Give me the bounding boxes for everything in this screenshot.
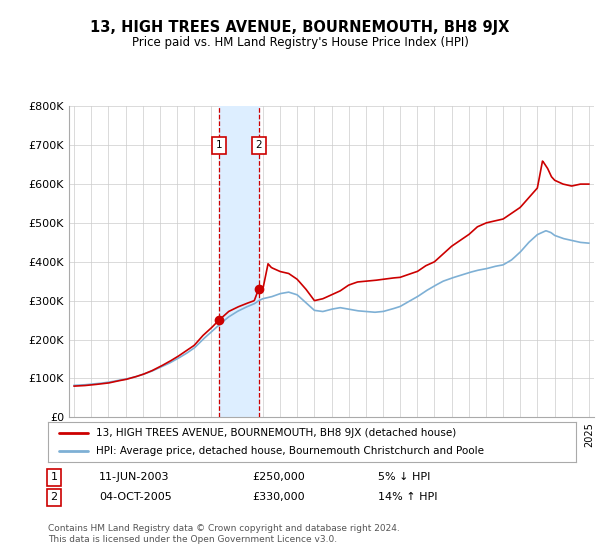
Text: HPI: Average price, detached house, Bournemouth Christchurch and Poole: HPI: Average price, detached house, Bour… (95, 446, 484, 456)
Text: 04-OCT-2005: 04-OCT-2005 (99, 492, 172, 502)
Text: 5% ↓ HPI: 5% ↓ HPI (378, 472, 430, 482)
Text: 1: 1 (50, 472, 58, 482)
Text: £250,000: £250,000 (252, 472, 305, 482)
Text: 14% ↑ HPI: 14% ↑ HPI (378, 492, 437, 502)
Text: 1: 1 (215, 140, 222, 150)
Bar (219, 106, 259, 417)
Text: Price paid vs. HM Land Registry's House Price Index (HPI): Price paid vs. HM Land Registry's House … (131, 36, 469, 49)
Text: 11-JUN-2003: 11-JUN-2003 (99, 472, 170, 482)
Text: 13, HIGH TREES AVENUE, BOURNEMOUTH, BH8 9JX (detached house): 13, HIGH TREES AVENUE, BOURNEMOUTH, BH8 … (95, 428, 456, 437)
Text: Contains HM Land Registry data © Crown copyright and database right 2024.
This d: Contains HM Land Registry data © Crown c… (48, 524, 400, 544)
Text: 13, HIGH TREES AVENUE, BOURNEMOUTH, BH8 9JX: 13, HIGH TREES AVENUE, BOURNEMOUTH, BH8 … (91, 20, 509, 35)
Text: £330,000: £330,000 (252, 492, 305, 502)
Text: 2: 2 (50, 492, 58, 502)
Text: 2: 2 (255, 140, 262, 150)
